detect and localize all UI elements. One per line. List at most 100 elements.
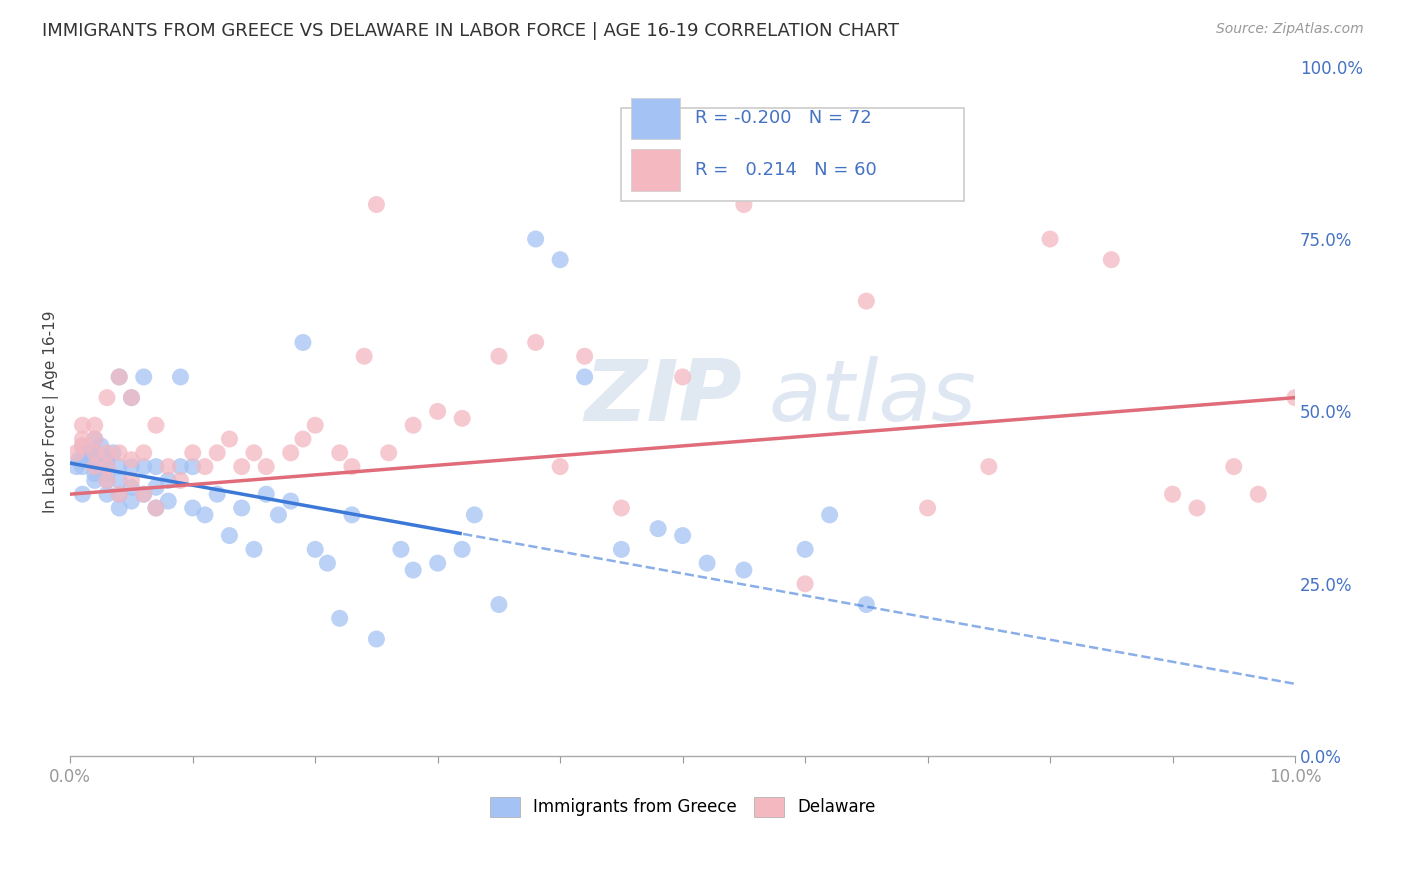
Text: Source: ZipAtlas.com: Source: ZipAtlas.com [1216, 22, 1364, 37]
Legend: Immigrants from Greece, Delaware: Immigrants from Greece, Delaware [484, 790, 882, 824]
Point [83, 459, 105, 474]
Point [574, 349, 596, 363]
Point [291, 335, 314, 350]
Point [181, 459, 204, 474]
FancyBboxPatch shape [621, 108, 965, 201]
Point [610, 542, 633, 557]
Point [1247, 487, 1270, 501]
Point [647, 522, 669, 536]
Point [451, 542, 474, 557]
Point [145, 500, 167, 515]
Text: atlas: atlas [768, 356, 976, 439]
Point [672, 370, 695, 384]
Point [733, 563, 755, 577]
Point [96, 467, 118, 481]
Point [181, 446, 204, 460]
Point [194, 459, 217, 474]
Point [157, 459, 180, 474]
Point [1223, 459, 1246, 474]
Point [108, 459, 131, 474]
Point [340, 508, 363, 522]
Point [353, 349, 375, 363]
Point [72, 432, 94, 446]
Point [145, 459, 167, 474]
Point [101, 446, 124, 460]
Point [304, 542, 326, 557]
Point [194, 508, 217, 522]
Point [254, 459, 277, 474]
Point [65, 459, 87, 474]
Point [121, 391, 143, 405]
Point [83, 474, 105, 488]
Point [83, 446, 105, 460]
Point [96, 474, 118, 488]
Point [72, 459, 94, 474]
Point [72, 418, 94, 433]
Point [696, 556, 718, 570]
Point [83, 467, 105, 481]
Point [96, 391, 118, 405]
Point [291, 432, 314, 446]
Point [83, 446, 105, 460]
Point [72, 439, 94, 453]
Point [96, 459, 118, 474]
Point [96, 459, 118, 474]
Point [77, 446, 100, 460]
Point [145, 418, 167, 433]
Point [132, 487, 155, 501]
Point [280, 446, 302, 460]
Point [108, 370, 131, 384]
Point [548, 252, 571, 267]
Point [96, 474, 118, 488]
Point [402, 418, 425, 433]
Point [145, 500, 167, 515]
Point [90, 439, 112, 453]
Point [340, 459, 363, 474]
Point [65, 446, 87, 460]
Point [366, 632, 388, 646]
Point [108, 474, 131, 488]
Point [132, 370, 155, 384]
Point [855, 294, 877, 309]
FancyBboxPatch shape [631, 97, 681, 139]
Point [108, 487, 131, 501]
Point [72, 452, 94, 467]
Point [1161, 487, 1184, 501]
Point [67, 452, 90, 467]
Point [280, 494, 302, 508]
Point [329, 611, 352, 625]
Point [83, 452, 105, 467]
Point [316, 556, 339, 570]
Point [377, 446, 399, 460]
Point [389, 542, 412, 557]
Point [83, 432, 105, 446]
Point [818, 508, 841, 522]
Point [121, 459, 143, 474]
FancyBboxPatch shape [631, 149, 681, 191]
Point [231, 500, 253, 515]
Point [243, 542, 266, 557]
Point [304, 418, 326, 433]
Point [83, 418, 105, 433]
Point [121, 494, 143, 508]
Point [243, 446, 266, 460]
Point [83, 459, 105, 474]
Point [1039, 232, 1062, 246]
Point [794, 577, 817, 591]
Point [108, 487, 131, 501]
Point [96, 452, 118, 467]
Point [451, 411, 474, 425]
Point [267, 508, 290, 522]
Point [205, 446, 228, 460]
Point [132, 487, 155, 501]
Point [672, 528, 695, 542]
Point [108, 500, 131, 515]
Point [329, 446, 352, 460]
Point [488, 598, 510, 612]
Point [145, 480, 167, 494]
Point [366, 197, 388, 211]
Point [524, 232, 547, 246]
Point [1099, 252, 1122, 267]
Point [855, 598, 877, 612]
Point [231, 459, 253, 474]
